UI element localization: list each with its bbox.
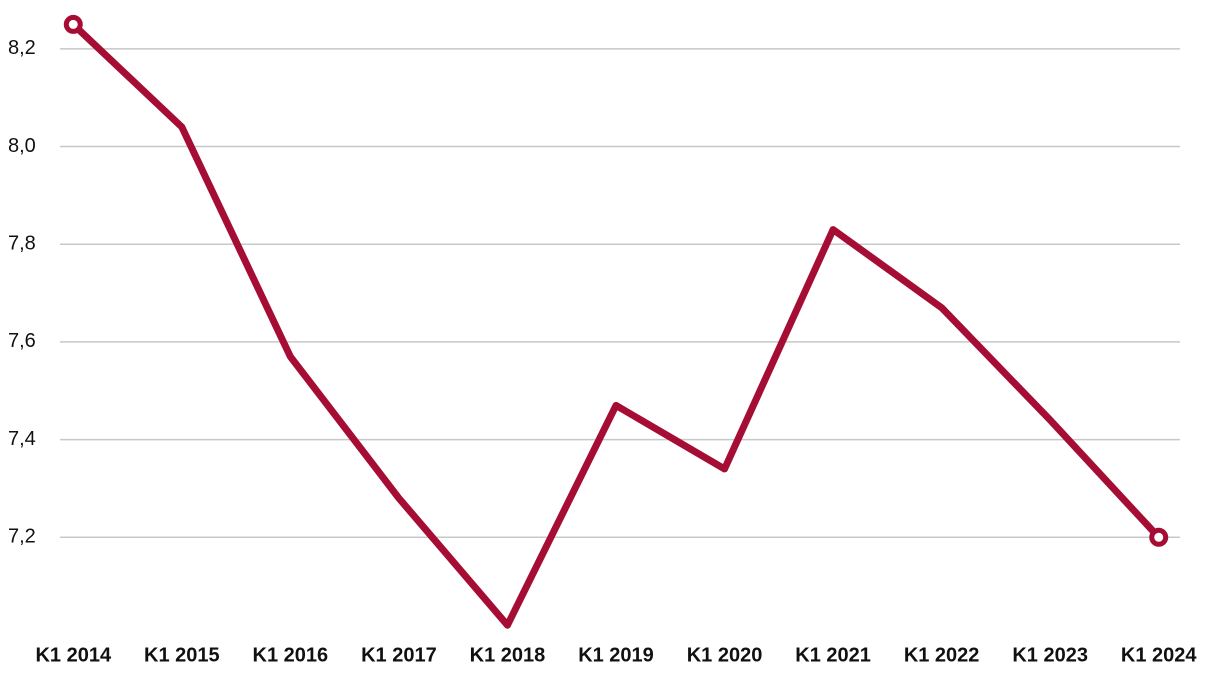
y-tick-label: 7,6 — [8, 330, 36, 352]
x-tick-label: K1 2017 — [361, 644, 437, 666]
y-tick-label: 8,2 — [8, 37, 36, 59]
y-tick-label: 7,2 — [8, 526, 36, 548]
end-marker — [63, 14, 83, 34]
x-tick-label: K1 2022 — [904, 644, 980, 666]
x-tick-label: K1 2019 — [578, 644, 654, 666]
y-tick-label: 7,8 — [8, 233, 36, 255]
x-tick-label: K1 2014 — [35, 644, 111, 666]
x-tick-label: K1 2015 — [144, 644, 220, 666]
y-tick-label: 7,4 — [8, 428, 36, 450]
x-tick-label: K1 2018 — [470, 644, 546, 666]
x-tick-label: K1 2016 — [253, 644, 329, 666]
y-tick-label: 8,0 — [8, 135, 36, 157]
x-tick-label: K1 2023 — [1012, 644, 1088, 666]
x-tick-label: K1 2021 — [795, 644, 871, 666]
data-line — [70, 21, 1162, 629]
end-marker — [1149, 527, 1169, 547]
x-tick-label: K1 2024 — [1121, 644, 1197, 666]
x-tick-label: K1 2020 — [687, 644, 763, 666]
